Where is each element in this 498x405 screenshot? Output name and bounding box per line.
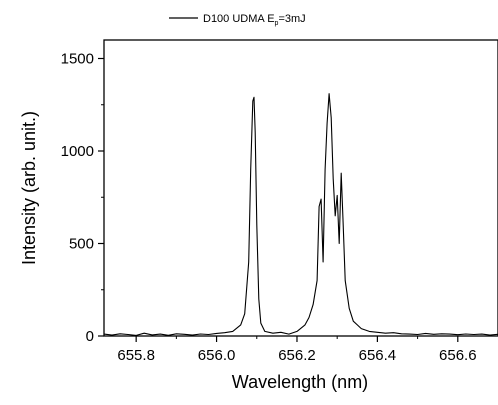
x-tick-label: 656.0 (198, 347, 236, 364)
x-tick-label: 655.8 (117, 347, 155, 364)
series-line (103, 93, 498, 336)
series-layer (103, 93, 498, 336)
y-axis-title: Intensity (arb. unit.) (19, 111, 39, 265)
x-tick-label: 656.2 (278, 347, 316, 364)
y-tick-label: 0 (86, 328, 94, 345)
y-axis-ticks: 0 500 1000 1500 (61, 51, 104, 345)
y-tick-label: 1500 (61, 51, 94, 68)
x-axis-title: Wavelength (nm) (232, 372, 368, 392)
y-tick-label: 1000 (61, 143, 94, 160)
y-tick-label: 500 (69, 236, 94, 253)
legend-label: D100 UDMA Ep=3mJ (203, 13, 306, 27)
legend: D100 UDMA Ep=3mJ (169, 13, 306, 27)
x-tick-label: 656.4 (359, 347, 397, 364)
x-axis-ticks: 655.8 656.0 656.2 656.4 656.6 (117, 336, 477, 364)
plot-frame (103, 39, 498, 337)
x-tick-label: 656.6 (439, 347, 477, 364)
